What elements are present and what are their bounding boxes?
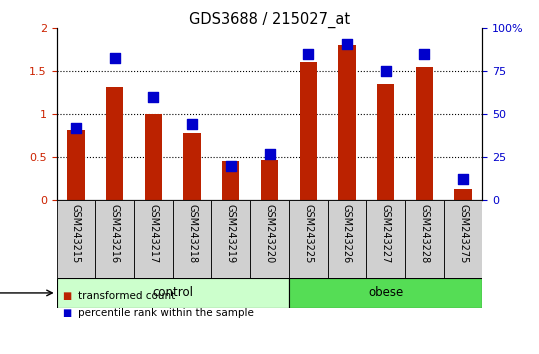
Text: obese: obese [368, 286, 403, 299]
Bar [328, 200, 367, 278]
Bar [95, 200, 134, 278]
Text: GSM243218: GSM243218 [187, 204, 197, 263]
Bar [289, 200, 328, 278]
Point [343, 41, 351, 47]
Bar [183, 133, 201, 200]
Bar [444, 200, 482, 278]
Bar [261, 160, 278, 200]
Bar [416, 67, 433, 200]
Bar [106, 87, 123, 200]
Text: ■: ■ [62, 291, 71, 301]
Bar [300, 62, 317, 200]
Text: GSM243219: GSM243219 [226, 204, 236, 263]
Point [459, 177, 467, 182]
Text: GSM243225: GSM243225 [303, 204, 313, 263]
Bar [250, 200, 289, 278]
Bar [454, 189, 472, 200]
Bar [67, 130, 85, 200]
Text: GSM243215: GSM243215 [71, 204, 81, 263]
Text: GSM243217: GSM243217 [148, 204, 158, 263]
Point [226, 163, 235, 169]
Text: GSM243220: GSM243220 [265, 204, 274, 263]
Bar [144, 114, 162, 200]
Text: GSM243275: GSM243275 [458, 204, 468, 263]
Text: transformed count: transformed count [78, 291, 175, 301]
Text: GSM243216: GSM243216 [109, 204, 120, 263]
Bar [134, 200, 172, 278]
Point [420, 51, 429, 57]
Text: control: control [152, 286, 193, 299]
Bar [172, 200, 211, 278]
Bar [57, 278, 289, 308]
Point [149, 94, 158, 100]
Bar [211, 200, 250, 278]
Point [110, 55, 119, 60]
Text: ■: ■ [62, 308, 71, 318]
Point [72, 125, 80, 131]
Point [265, 151, 274, 156]
Bar [367, 200, 405, 278]
Bar [338, 46, 356, 200]
Bar [405, 200, 444, 278]
Bar [222, 161, 239, 200]
Text: GSM243227: GSM243227 [381, 204, 391, 263]
Text: GSM243226: GSM243226 [342, 204, 352, 263]
Text: percentile rank within the sample: percentile rank within the sample [78, 308, 254, 318]
Bar [57, 200, 95, 278]
Bar [289, 278, 482, 308]
Title: GDS3688 / 215027_at: GDS3688 / 215027_at [189, 12, 350, 28]
Bar [377, 84, 395, 200]
Point [381, 68, 390, 74]
Text: GSM243228: GSM243228 [419, 204, 430, 263]
Point [188, 122, 196, 127]
Point [304, 51, 313, 57]
